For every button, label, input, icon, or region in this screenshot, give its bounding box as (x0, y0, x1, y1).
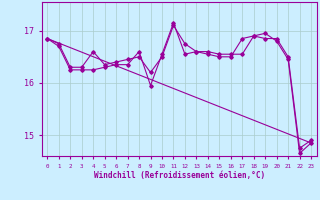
X-axis label: Windchill (Refroidissement éolien,°C): Windchill (Refroidissement éolien,°C) (94, 171, 265, 180)
